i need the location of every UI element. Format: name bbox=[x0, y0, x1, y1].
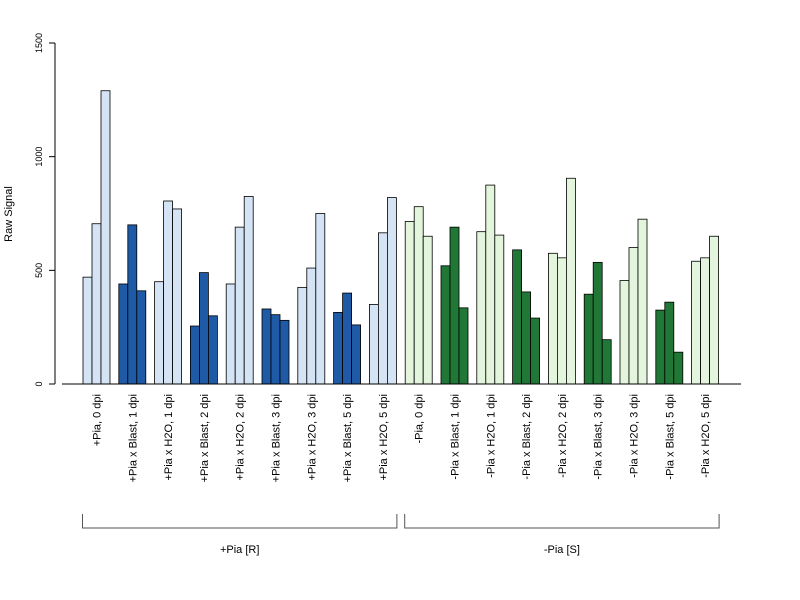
bar bbox=[136, 290, 147, 385]
group-bracket bbox=[404, 514, 720, 529]
y-tick-label: 0 bbox=[34, 381, 44, 386]
category-label: -Pia x H2O, 3 dpi bbox=[629, 394, 641, 478]
bar bbox=[700, 257, 710, 385]
bar bbox=[691, 260, 701, 385]
bar bbox=[368, 304, 379, 385]
group-bracket bbox=[82, 514, 398, 529]
category-label: +Pia x Blast, 5 dpi bbox=[342, 394, 354, 482]
category-label: +Pia x H2O, 5 dpi bbox=[378, 394, 390, 481]
category-label: -Pia, 0 dpi bbox=[414, 394, 426, 444]
bar bbox=[82, 276, 93, 385]
bar bbox=[637, 218, 648, 385]
bar bbox=[172, 208, 183, 385]
category-label: -Pia x H2O, 5 dpi bbox=[700, 394, 712, 478]
bar bbox=[306, 267, 317, 385]
group-brackets: +Pia [R] -Pia [S] bbox=[82, 514, 720, 556]
bar bbox=[530, 317, 540, 385]
bar bbox=[386, 197, 397, 385]
bar bbox=[333, 311, 344, 385]
bar bbox=[521, 291, 531, 385]
bar bbox=[198, 272, 209, 385]
category-label: +Pia, 0 dpi bbox=[92, 394, 104, 446]
bar bbox=[404, 221, 415, 385]
bar bbox=[279, 319, 290, 385]
y-tick-label: 1500 bbox=[34, 33, 44, 53]
category-label: -Pia x H2O, 1 dpi bbox=[485, 394, 497, 478]
bar bbox=[261, 308, 272, 385]
bar bbox=[557, 257, 567, 385]
category-label: +Pia x Blast, 2 dpi bbox=[199, 394, 211, 482]
bar bbox=[154, 281, 165, 385]
category-label: -Pia x H2O, 2 dpi bbox=[557, 394, 569, 478]
bar bbox=[476, 231, 487, 385]
category-label: -Pia x Blast, 3 dpi bbox=[593, 394, 605, 480]
group-label: +Pia [R] bbox=[220, 544, 259, 556]
bar bbox=[413, 206, 424, 385]
bar bbox=[458, 307, 469, 385]
category-label: +Pia x H2O, 1 dpi bbox=[163, 394, 175, 481]
category-label: +Pia x Blast, 3 dpi bbox=[271, 394, 283, 482]
bar bbox=[440, 265, 451, 385]
bar bbox=[592, 261, 603, 385]
bar bbox=[422, 235, 433, 385]
bar bbox=[664, 301, 675, 385]
bars bbox=[82, 90, 719, 385]
bar bbox=[351, 324, 362, 385]
bar bbox=[243, 196, 254, 385]
bar bbox=[91, 223, 102, 385]
bar bbox=[207, 315, 218, 385]
bar bbox=[315, 213, 326, 385]
bar bbox=[709, 235, 719, 385]
bar bbox=[512, 249, 522, 385]
bar bbox=[118, 283, 129, 385]
category-label: -Pia x Blast, 5 dpi bbox=[664, 394, 676, 480]
bar bbox=[342, 292, 353, 385]
category-label: +Pia x H2O, 3 dpi bbox=[306, 394, 318, 481]
bar bbox=[189, 325, 200, 385]
y-tick-label: 1000 bbox=[34, 147, 44, 167]
y-tick-label: 500 bbox=[34, 263, 44, 278]
bar bbox=[225, 283, 236, 385]
bar bbox=[673, 351, 684, 385]
bar bbox=[548, 252, 558, 385]
bar bbox=[270, 314, 281, 385]
bar bbox=[377, 232, 388, 385]
y-axis: 0 500 1000 1500 bbox=[34, 33, 56, 387]
group-label: -Pia [S] bbox=[544, 544, 580, 556]
bar bbox=[583, 293, 594, 385]
bar bbox=[628, 247, 639, 385]
category-label: -Pia x Blast, 1 dpi bbox=[450, 394, 462, 480]
bar bbox=[449, 226, 460, 385]
bar bbox=[566, 177, 576, 385]
bar bbox=[655, 309, 666, 385]
bar bbox=[494, 234, 505, 385]
category-label: +Pia x H2O, 2 dpi bbox=[235, 394, 247, 481]
category-label: +Pia x Blast, 1 dpi bbox=[127, 394, 139, 482]
y-axis-label: Raw Signal bbox=[3, 186, 15, 242]
bar bbox=[234, 226, 245, 385]
bar bbox=[297, 286, 308, 385]
bar bbox=[163, 200, 174, 385]
bar bbox=[100, 90, 111, 385]
bar bbox=[619, 280, 630, 385]
category-labels: +Pia, 0 dpi +Pia x Blast, 1 dpi +Pia x H2O… bbox=[92, 394, 713, 482]
bar bbox=[485, 184, 496, 385]
bar bbox=[601, 339, 612, 385]
category-label: -Pia x Blast, 2 dpi bbox=[521, 394, 533, 480]
bar bbox=[127, 224, 138, 385]
